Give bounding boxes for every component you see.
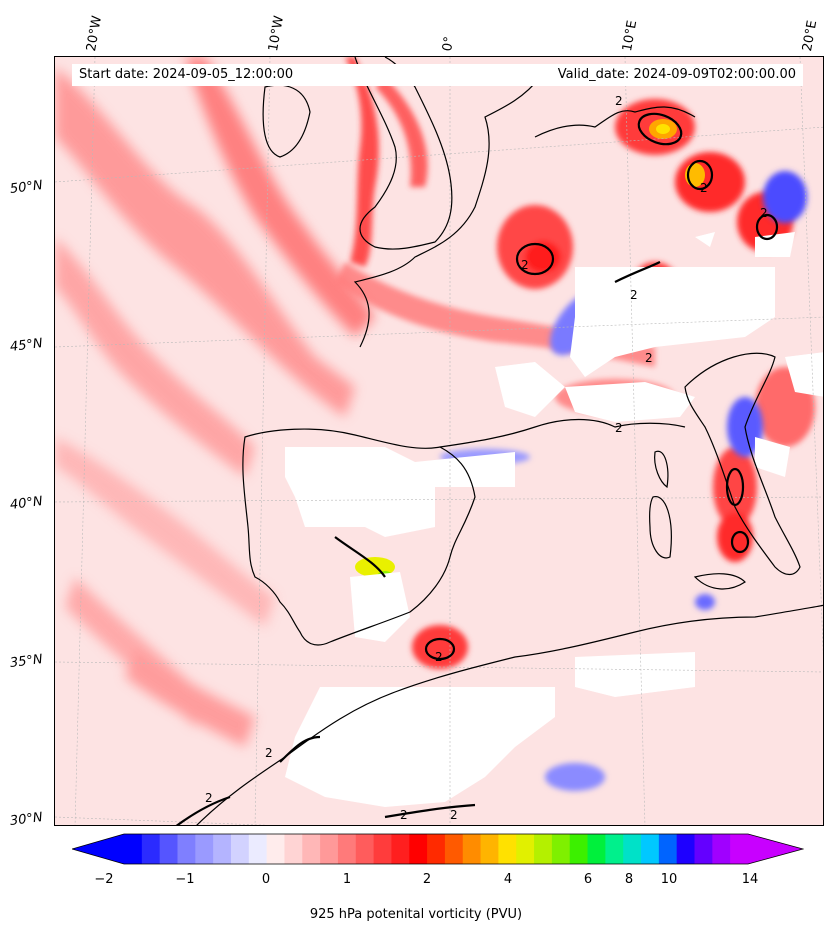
colorbar-swatch	[355, 834, 375, 864]
info-banner: Start date: 2024-09-05_12:00:00 Valid_da…	[72, 64, 803, 86]
missing-data-regions	[285, 232, 823, 807]
colorbar-swatch	[480, 834, 499, 864]
colorbar-swatch	[373, 834, 392, 864]
colorbar-swatch	[462, 834, 482, 864]
colorbar-swatch	[676, 834, 696, 864]
colorbar-swatch	[177, 834, 196, 864]
colorbar-swatch	[587, 834, 606, 864]
contour-label: 2	[400, 808, 408, 822]
colorbar-swatch	[534, 834, 553, 864]
lon-label-10e: 10°E	[620, 19, 641, 53]
contour-label: 2	[630, 288, 638, 302]
contour-label: 2	[450, 808, 458, 822]
pv-field-map: 2 2 2 2 2 2 2 2 2 2 2 2	[55, 57, 823, 825]
colorbar-swatches	[72, 833, 804, 865]
colorbar-swatch	[266, 834, 285, 864]
contour-label: 2	[700, 181, 708, 195]
contour-label: 2	[760, 206, 768, 220]
colorbar-tick: 8	[624, 872, 634, 887]
lat-label-50n: 50°N	[9, 178, 44, 197]
colorbar-tick: 10	[660, 872, 678, 887]
colorbar-label: 925 hPa potenital vorticity (PVU)	[309, 907, 523, 922]
coastlines	[196, 57, 823, 825]
lon-label-0: 0°	[440, 35, 458, 53]
pv-shading-atlantic	[55, 57, 375, 747]
colorbar-swatch	[516, 834, 535, 864]
contour-label: 2	[265, 746, 273, 760]
colorbar-swatch	[213, 834, 232, 864]
colorbar-swatch	[605, 834, 624, 864]
lon-label-20w: 20°W	[84, 14, 106, 53]
colorbar-tick: 6	[583, 872, 593, 887]
contour-label: 2	[615, 421, 623, 435]
colorbar-swatch	[230, 834, 250, 864]
contour-label: 2	[521, 258, 529, 272]
colorbar-swatch	[623, 834, 642, 864]
colorbar-swatch	[284, 834, 303, 864]
contour-label: 2	[205, 791, 213, 805]
colorbar-swatch	[569, 834, 589, 864]
lat-label-40n: 40°N	[9, 494, 44, 513]
lat-label-30n: 30°N	[9, 810, 44, 829]
colorbar-extend-min	[72, 834, 124, 864]
pv-2-contours	[175, 112, 779, 825]
colorbar-swatch	[159, 834, 178, 864]
colorbar-swatch	[712, 834, 731, 864]
colorbar-tick: 2	[422, 872, 432, 887]
colorbar-swatch	[320, 834, 339, 864]
colorbar-tick: 0	[261, 872, 271, 887]
lat-label-45n: 45°N	[9, 336, 44, 355]
map-panel: 2 2 2 2 2 2 2 2 2 2 2 2	[54, 56, 824, 826]
valid-date-label: Valid_date: 2024-09-09T02:00:00.00	[557, 67, 796, 82]
lon-label-10w: 10°W	[266, 14, 288, 53]
graticule	[55, 57, 823, 825]
colorbar-swatch	[730, 834, 749, 864]
colorbar-swatch	[427, 834, 446, 864]
colorbar-swatch	[302, 834, 321, 864]
contour-label: 2	[435, 650, 443, 664]
contour-label: 2	[615, 94, 623, 108]
colorbar-swatch	[498, 834, 517, 864]
colorbar-swatch	[124, 834, 143, 864]
colorbar	[72, 833, 804, 865]
colorbar-swatch	[391, 834, 410, 864]
colorbar-outline	[72, 833, 804, 865]
colorbar-tick: 14	[741, 872, 759, 887]
colorbar-extend-max	[748, 834, 803, 864]
colorbar-swatch	[658, 834, 678, 864]
contour-label: 2	[645, 351, 653, 365]
colorbar-tick: −2	[94, 872, 114, 887]
colorbar-swatch	[141, 834, 161, 864]
colorbar-tick: 4	[503, 872, 513, 887]
colorbar-tick: 1	[342, 872, 352, 887]
colorbar-swatch	[694, 834, 713, 864]
lat-label-35n: 35°N	[9, 652, 44, 671]
colorbar-swatch	[409, 834, 428, 864]
start-date-label: Start date: 2024-09-05_12:00:00	[79, 67, 294, 82]
colorbar-swatch	[195, 834, 214, 864]
colorbar-tick: −1	[175, 872, 195, 887]
colorbar-swatch	[248, 834, 268, 864]
contour-label-group: 2 2 2 2 2 2 2 2 2 2 2 2	[205, 94, 768, 822]
colorbar-swatch	[444, 834, 464, 864]
lon-label-20e: 20°E	[800, 19, 821, 53]
colorbar-swatch	[337, 834, 357, 864]
colorbar-swatch	[551, 834, 571, 864]
colorbar-swatch	[641, 834, 660, 864]
